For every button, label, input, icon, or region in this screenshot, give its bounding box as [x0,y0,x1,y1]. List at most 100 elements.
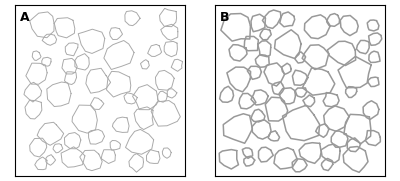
Polygon shape [242,148,253,158]
Polygon shape [90,98,104,110]
Polygon shape [134,107,153,130]
Polygon shape [327,41,356,66]
Polygon shape [274,30,301,58]
Polygon shape [104,41,134,70]
Polygon shape [140,60,149,69]
Polygon shape [303,95,315,107]
Polygon shape [272,82,284,95]
Polygon shape [346,87,357,97]
Polygon shape [338,56,371,88]
Polygon shape [280,12,295,27]
Polygon shape [88,130,104,144]
Polygon shape [64,72,76,85]
Polygon shape [244,156,255,166]
Polygon shape [86,68,110,93]
Polygon shape [347,138,360,152]
Polygon shape [327,14,340,26]
Polygon shape [292,70,308,85]
Polygon shape [32,51,41,60]
Polygon shape [295,52,306,63]
Polygon shape [25,100,42,119]
Polygon shape [274,148,298,169]
Polygon shape [323,92,339,107]
Polygon shape [255,55,269,67]
Polygon shape [220,86,234,102]
Polygon shape [132,85,158,110]
Polygon shape [167,89,177,98]
Polygon shape [42,34,56,45]
Polygon shape [340,16,358,36]
Polygon shape [302,68,335,95]
Polygon shape [239,93,256,109]
Polygon shape [146,150,160,163]
Polygon shape [244,36,258,51]
Polygon shape [368,77,379,87]
Polygon shape [369,33,382,45]
Polygon shape [262,10,281,28]
Polygon shape [264,63,284,86]
Polygon shape [251,90,268,105]
Polygon shape [316,124,329,137]
Polygon shape [126,129,154,154]
Polygon shape [247,66,262,79]
Polygon shape [151,101,180,126]
Polygon shape [369,51,380,62]
Polygon shape [53,144,63,153]
Polygon shape [282,105,320,141]
Polygon shape [331,131,348,147]
Polygon shape [265,97,288,121]
Polygon shape [219,150,238,169]
Polygon shape [35,157,47,170]
Polygon shape [75,54,89,70]
Polygon shape [148,44,162,56]
Polygon shape [72,105,97,133]
Polygon shape [252,120,271,139]
Polygon shape [367,20,379,31]
Polygon shape [227,67,251,92]
Polygon shape [158,91,167,102]
Polygon shape [363,101,379,119]
Polygon shape [161,24,178,40]
Polygon shape [321,144,340,163]
Polygon shape [251,109,265,122]
Polygon shape [251,14,266,32]
Polygon shape [229,45,247,61]
Polygon shape [124,93,137,104]
Polygon shape [101,150,115,163]
Polygon shape [129,154,144,172]
Polygon shape [258,41,271,57]
Polygon shape [26,63,47,84]
Polygon shape [223,114,252,143]
Polygon shape [37,122,64,145]
Polygon shape [302,45,329,70]
Polygon shape [282,63,291,74]
Polygon shape [80,150,102,171]
Polygon shape [162,148,171,158]
Text: B: B [220,10,229,24]
Polygon shape [365,131,380,146]
Polygon shape [279,88,296,104]
Polygon shape [160,8,176,27]
Polygon shape [42,57,51,66]
Polygon shape [78,29,105,53]
Polygon shape [61,147,85,167]
Polygon shape [221,14,250,41]
Polygon shape [295,88,307,97]
Polygon shape [24,82,42,102]
Polygon shape [344,114,371,144]
Polygon shape [156,70,174,90]
Polygon shape [106,71,131,97]
Polygon shape [54,18,75,38]
Polygon shape [46,155,56,165]
Polygon shape [110,140,120,150]
Polygon shape [125,11,140,26]
Polygon shape [343,147,368,172]
Text: A: A [20,10,30,24]
Polygon shape [258,147,273,162]
Polygon shape [324,106,349,131]
Polygon shape [65,43,78,56]
Polygon shape [30,138,47,157]
Polygon shape [171,59,182,71]
Polygon shape [268,131,280,141]
Polygon shape [164,41,177,57]
